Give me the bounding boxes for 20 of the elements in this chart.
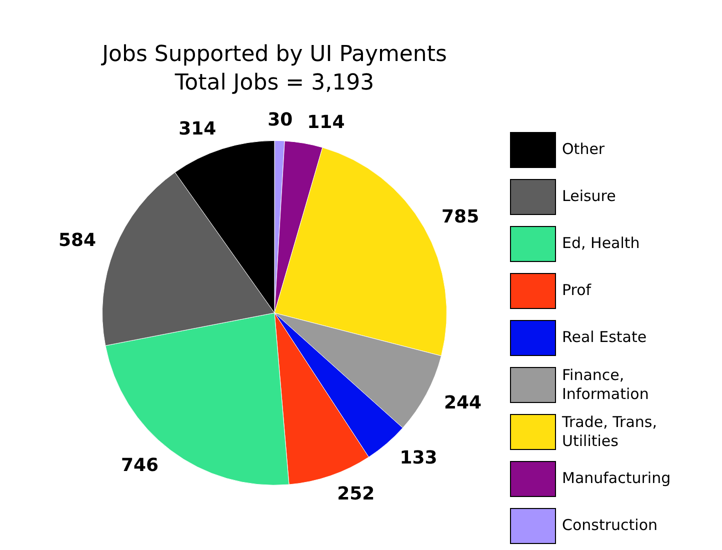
legend-label: Trade, Trans, Utilities [562,412,658,450]
legend-label: Real Estate [562,328,648,347]
legend-label: Finance, Information [562,366,650,404]
data-label: 584 [58,230,96,251]
data-label: 785 [442,206,480,228]
legend-label: Ed, Health [562,234,641,253]
data-label: 746 [120,454,159,476]
data-label: 133 [400,447,438,468]
data-label: 244 [444,392,482,414]
data-label: 114 [307,112,345,134]
data-label: 30 [268,109,293,130]
legend-label: Manufacturing [562,469,672,488]
data-label: 252 [337,483,375,504]
chart-subtitle: Total Jobs = 3,193 [174,70,374,96]
legend-label: Prof [562,281,592,300]
legend-label: Construction [562,516,659,535]
chart-title: Jobs Supported by UI Payments [100,42,447,67]
legend-label: Leisure [562,187,617,206]
legend-label: Other [562,140,606,159]
data-label: 314 [178,118,216,140]
